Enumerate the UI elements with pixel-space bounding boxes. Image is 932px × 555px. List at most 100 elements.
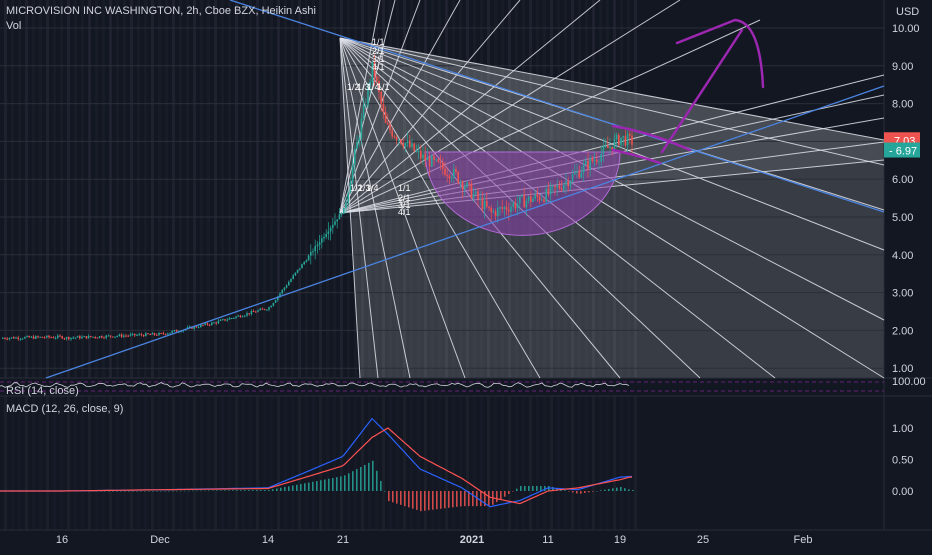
candle-body [338,214,341,220]
candle-body [197,327,200,329]
candle-body [41,336,44,338]
macd-histogram-bar [196,490,198,492]
candle-body [593,159,596,162]
fan-label: 2/1 [398,193,411,203]
fan-line[interactable] [339,37,885,141]
candle-body [560,188,563,190]
candle-body [600,153,602,162]
rsi-label[interactable]: RSI (14, close) [6,385,79,397]
macd-tick-label: 0.00 [892,486,913,498]
fan-line[interactable] [339,0,521,214]
session-stripe [25,396,28,530]
candle-body [347,192,349,203]
session-stripe [382,396,385,530]
session-stripe [46,396,49,530]
resistance-trendline[interactable] [229,0,885,213]
cup-fill[interactable] [424,151,621,236]
candle-body [461,181,464,190]
macd-histogram-bar [364,464,366,491]
macd-histogram-bar [156,491,158,492]
candle-body [219,319,222,321]
macd-label[interactable]: MACD (12, 26, close, 9) [6,403,124,415]
macd-histogram-bar [164,490,166,492]
macd-histogram-bar [260,490,262,491]
candle-body [571,174,574,182]
session-stripe [123,0,126,378]
fan-line[interactable] [339,0,681,214]
macd-histogram-bar [316,481,318,491]
session-stripe [522,396,525,530]
macd-histogram-bar [152,491,154,492]
candle-body [457,172,459,183]
session-stripe [466,396,469,530]
session-stripe [403,0,406,378]
session-stripe [431,0,434,378]
chart-title[interactable]: MICROVISION INC WASHINGTON, 2h, Cboe BZX… [6,5,316,17]
macd-histogram-bar [564,490,566,491]
candle-body [587,160,589,170]
candle-body [72,337,74,339]
candle-body [459,181,462,183]
session-stripe [396,396,399,530]
fan-line[interactable] [339,74,885,214]
purple-arrow-drawing[interactable] [611,18,765,165]
time-axis[interactable]: 16 Dec 14 21 2021 11 19 25 Feb [56,534,813,546]
session-stripe [291,396,294,530]
candle-body [349,182,352,193]
cup-shape[interactable] [424,151,621,236]
candle-body [142,335,145,337]
fan-line[interactable] [339,0,461,214]
fan-line[interactable] [339,0,396,214]
drawing-arrow-head[interactable] [675,18,765,89]
candle-body [622,135,624,138]
macd-histogram-bar [420,491,422,512]
drawing-arrow-shaft[interactable] [660,28,744,154]
candle-body [398,139,400,141]
macd-histogram-bar [244,490,246,491]
session-stripe [235,0,238,378]
fan-line[interactable] [339,37,466,379]
fan-line[interactable] [339,0,601,214]
price-tick-label: 3.00 [892,288,913,300]
candle-body [464,187,466,190]
fan-label: 1/3 [358,183,371,193]
second-price-tag[interactable] [884,142,920,158]
macd-histogram-bar [572,491,574,493]
candle-body [310,251,312,256]
candle-body [332,224,334,228]
drawing-stroke[interactable] [611,148,662,165]
support-trendline[interactable] [45,85,885,379]
candle-body [514,203,517,209]
macd-histogram-bar [632,489,634,491]
candle-body [618,134,620,145]
price-axis[interactable]: USD10.009.008.007.006.005.004.003.002.00… [884,6,926,498]
macd-histogram-bar [220,490,222,491]
fan-line[interactable] [339,37,541,379]
candle-body [233,317,235,319]
candle-body [499,207,501,209]
macd-histogram-bar [180,490,182,492]
fan-line[interactable] [339,37,885,379]
candle-body [444,168,446,175]
fan-line[interactable] [339,0,381,214]
candle-body [413,143,415,152]
session-stripe [312,0,315,378]
macd-histogram-bar [512,491,514,492]
fan-line[interactable] [339,37,885,166]
macd-histogram-bar [120,491,122,492]
fan-line[interactable] [339,19,761,214]
fan-line[interactable] [339,159,885,214]
macd-histogram-bar [544,485,546,491]
session-stripe [242,396,245,530]
volume-label[interactable]: Vol [6,20,22,32]
candle-body [228,318,231,320]
macd-histogram-bar [436,491,438,510]
macd-histogram-bar [140,491,142,492]
macd-histogram-bar [236,490,238,491]
candle-body [362,105,365,119]
trend-lines[interactable] [45,0,885,379]
macd-histogram-bar [204,490,206,492]
drawing-stroke[interactable] [611,124,692,152]
